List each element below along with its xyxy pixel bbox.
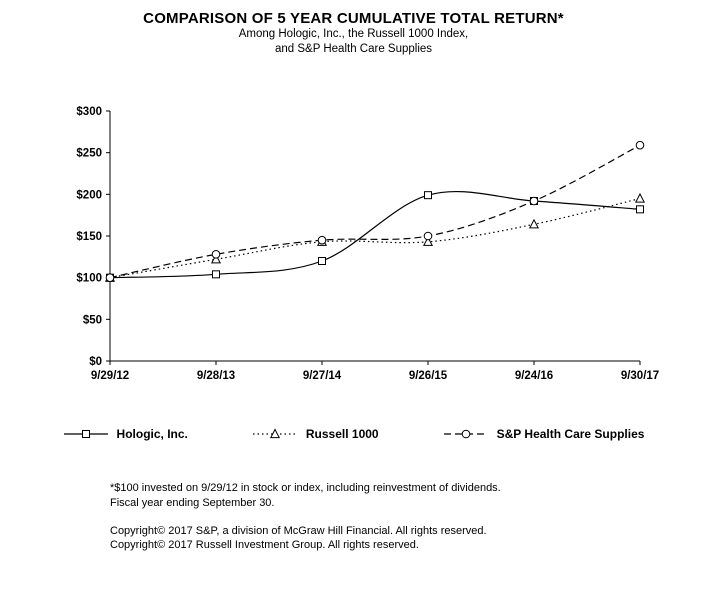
y-tick-label: $300: [76, 106, 102, 118]
y-tick-label: $200: [76, 189, 102, 201]
square-data-point-marker: [636, 205, 644, 214]
legend-item: Hologic, Inc.: [63, 427, 188, 441]
square-data-point-marker: [212, 270, 220, 279]
chart-subtitle-line1: Among Hologic, Inc., the Russell 1000 In…: [238, 28, 469, 40]
legend-item: S&P Health Care Supplies: [443, 426, 645, 441]
triangle-data-point-marker: [634, 192, 646, 203]
footnotes: *$100 invested on 9/29/12 in stock or in…: [110, 481, 707, 511]
y-tick-label: $0: [89, 356, 102, 368]
y-tick-label: $150: [76, 231, 102, 243]
triangle-data-point-marker: [210, 253, 222, 264]
chart-legend: Hologic, Inc. Russell 1000 S&P Health Care…: [0, 427, 707, 441]
x-tick-label: 9/28/13: [197, 370, 235, 382]
chart-subtitle-line2: and S&P Health Care Supplies: [274, 42, 433, 55]
square-data-point-marker: [318, 256, 326, 265]
copyright-notes: Copyright© 2017 S&P, a division of McGra…: [110, 524, 707, 554]
circle-data-point-marker: [635, 140, 645, 150]
square-data-point-marker: [424, 191, 432, 200]
x-tick-label: 9/30/17: [621, 370, 659, 382]
circle-data-point-marker: [461, 429, 470, 439]
footnote-line: *$100 invested on 9/29/12 in stock or in…: [110, 481, 501, 494]
y-tick-label: $100: [76, 273, 102, 285]
chart-title: COMPARISON OF 5 YEAR CUMULATIVE TOTAL RE…: [143, 10, 564, 27]
x-tick-label: 9/29/12: [91, 370, 129, 382]
circle-data-point-marker: [317, 235, 327, 245]
x-tick-label: 9/27/14: [303, 370, 342, 382]
circle-data-point-marker: [529, 196, 539, 206]
copyright-line: Copyright© 2017 S&P, a division of McGra…: [110, 524, 487, 537]
series-line-square: [109, 190, 641, 279]
line-chart: $0 $50 $100 $150 $200 $250 $300 9/29/12 9/28/13 9…: [76, 106, 659, 382]
legend-triangle-sample-icon: [252, 428, 297, 438]
footnote-line: Fiscal year ending September 30.: [110, 496, 275, 509]
legend-label: S&P Health Care Supplies: [496, 426, 645, 441]
series-line-circle: [109, 144, 641, 279]
legend-label: Hologic, Inc.: [116, 426, 188, 441]
y-tick-label: $50: [83, 314, 102, 326]
legend-square-sample-icon: [63, 429, 108, 438]
legend-circle-sample-icon: [443, 429, 488, 439]
square-data-point-marker: [81, 429, 90, 438]
circle-data-point-marker: [423, 231, 433, 241]
circle-data-point-marker: [105, 273, 115, 282]
legend-item: Russell 1000: [252, 427, 379, 441]
x-tick-label: 9/26/15: [409, 370, 448, 382]
triangle-data-point-marker: [269, 428, 280, 438]
triangle-data-point-marker: [528, 218, 540, 229]
copyright-line: Copyright© 2017 Russell Investment Group…: [110, 539, 419, 552]
legend-label: Russell 1000: [305, 426, 379, 441]
y-tick-label: $250: [76, 148, 102, 160]
x-tick-label: 9/24/16: [515, 370, 553, 382]
circle-data-point-marker: [211, 249, 221, 259]
series-line-triangle: [109, 197, 641, 279]
triangle-data-point-marker: [422, 236, 434, 246]
